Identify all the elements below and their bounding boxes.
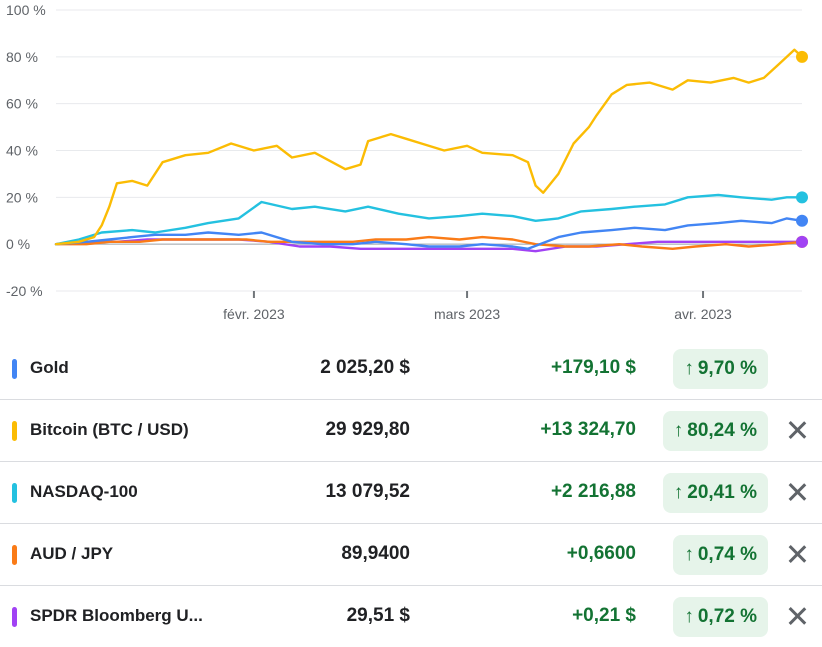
row-name: NASDAQ-100 <box>30 482 138 501</box>
x-tick-label: mars 2023 <box>434 306 500 322</box>
table-row[interactable]: NASDAQ-100 13 079,52 +2 216,88 ↑ 20,41 % <box>0 461 822 523</box>
arrow-up-icon: ↑ <box>684 606 694 627</box>
series-color-swatch <box>12 545 17 565</box>
percent-change-badge: ↑ 80,24 % <box>662 411 768 451</box>
comparison-table: Gold 2 025,20 $ +179,10 $ ↑ 9,70 % Bitcoi… <box>0 338 822 647</box>
series-lines <box>54 48 804 253</box>
arrow-up-icon: ↑ <box>673 420 684 441</box>
series-color-swatch <box>12 607 17 627</box>
series-line <box>54 193 804 246</box>
x-tick-label: avr. 2023 <box>674 306 732 322</box>
row-change: +13 324,70 <box>540 419 636 440</box>
percent-value: 20,41 % <box>687 482 757 503</box>
series-end-marker <box>796 214 808 227</box>
series-end-marker <box>796 191 808 204</box>
x-tick-label: févr. 2023 <box>223 306 285 322</box>
x-axis-ticks: févr. 2023 mars 2023 avr. 2023 <box>223 291 732 322</box>
series-line <box>54 48 804 246</box>
percent-change-badge: ↑ 0,74 % <box>673 535 768 575</box>
series-end-marker <box>796 50 808 63</box>
row-name: SPDR Bloomberg U... <box>30 606 203 625</box>
comparison-chart: 100 % 80 % 60 % 40 % 20 % 0 % -20 % févr. 2023… <box>6 2 808 322</box>
percent-value: 0,74 % <box>697 544 757 565</box>
row-change: +2 216,88 <box>550 481 636 502</box>
y-tick-label: 40 % <box>6 143 38 159</box>
series-color-swatch <box>12 421 17 441</box>
percent-change-badge: ↑ 0,72 % <box>673 597 768 637</box>
arrow-up-icon: ↑ <box>673 482 684 503</box>
series-line <box>54 235 804 250</box>
table-row[interactable]: Gold 2 025,20 $ +179,10 $ ↑ 9,70 % <box>0 338 822 399</box>
arrow-up-icon: ↑ <box>684 358 694 379</box>
row-change: +179,10 $ <box>550 357 636 378</box>
close-icon[interactable] <box>786 419 808 441</box>
close-icon[interactable] <box>786 543 808 565</box>
row-name: Bitcoin (BTC / USD) <box>30 420 189 439</box>
gridlines <box>56 9 802 292</box>
y-axis-ticks: 100 % 80 % 60 % 40 % 20 % 0 % -20 % <box>6 2 46 299</box>
y-tick-label: -20 % <box>6 283 43 299</box>
close-icon[interactable] <box>786 481 808 503</box>
row-price: 29,51 $ <box>346 605 410 626</box>
series-color-swatch <box>12 359 17 379</box>
row-price: 2 025,20 $ <box>320 357 410 378</box>
percent-change-badge: ↑ 9,70 % <box>673 349 768 389</box>
y-tick-label: 0 % <box>6 236 30 252</box>
series-end-markers <box>796 50 808 248</box>
series-color-swatch <box>12 483 17 503</box>
row-change: +0,6600 <box>566 543 636 564</box>
row-price: 13 079,52 <box>325 481 410 502</box>
series-line <box>54 217 804 250</box>
table-row[interactable]: AUD / JPY 89,9400 +0,6600 ↑ 0,74 % <box>0 523 822 585</box>
row-price: 29 929,80 <box>325 419 410 440</box>
close-icon[interactable] <box>786 605 808 627</box>
percent-change-badge: ↑ 20,41 % <box>662 473 768 513</box>
y-tick-label: 80 % <box>6 49 38 65</box>
percent-value: 0,72 % <box>697 606 757 627</box>
row-change: +0,21 $ <box>572 605 636 626</box>
percent-value: 80,24 % <box>687 420 757 441</box>
series-end-marker <box>796 235 808 248</box>
table-row[interactable]: Bitcoin (BTC / USD) 29 929,80 +13 324,70… <box>0 399 822 461</box>
arrow-up-icon: ↑ <box>684 544 694 565</box>
percent-value: 9,70 % <box>697 358 757 379</box>
y-tick-label: 60 % <box>6 96 38 112</box>
row-name: Gold <box>30 358 69 377</box>
row-name: AUD / JPY <box>30 544 114 563</box>
y-tick-label: 20 % <box>6 189 38 205</box>
y-tick-label: 100 % <box>6 2 46 18</box>
table-row[interactable]: SPDR Bloomberg U... 29,51 $ +0,21 $ ↑ 0,7… <box>0 585 822 647</box>
row-price: 89,9400 <box>341 543 410 564</box>
